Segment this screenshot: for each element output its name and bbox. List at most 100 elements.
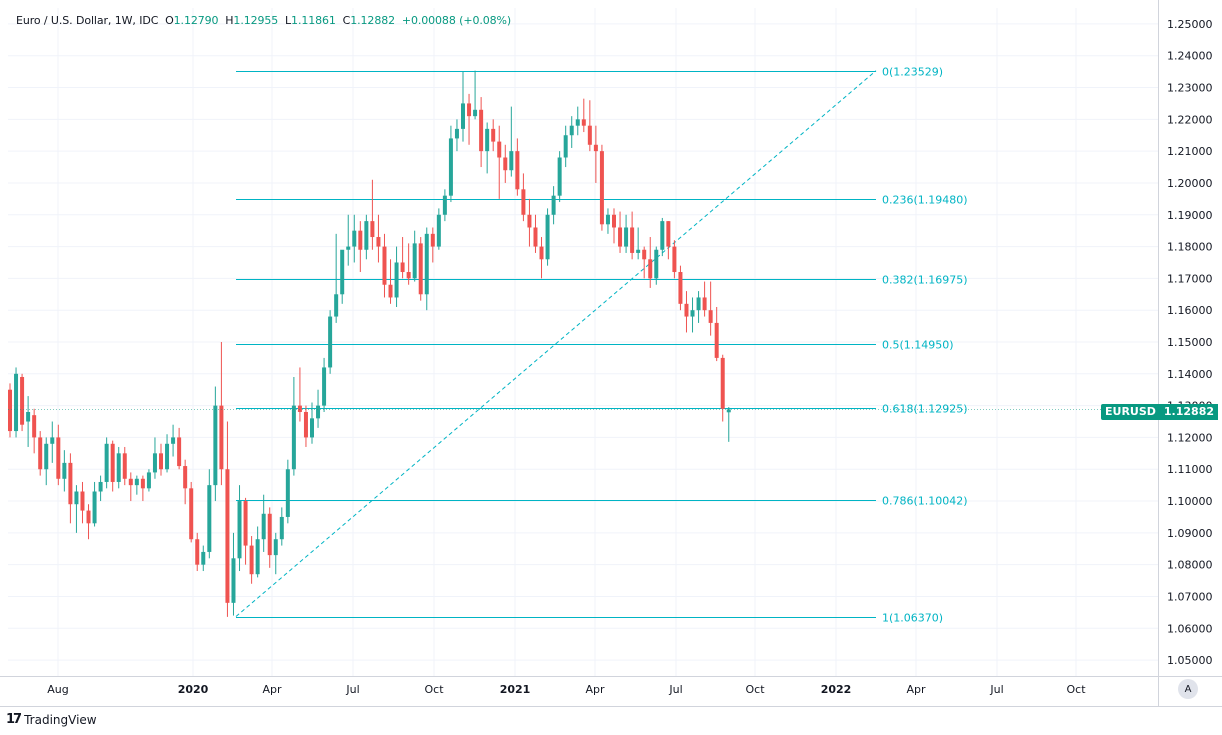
candle-body (237, 501, 242, 559)
y-tick-label: 1.06000 (1167, 622, 1213, 635)
candle-body (267, 513, 272, 556)
x-tick-label: Oct (424, 683, 444, 696)
candle (237, 485, 242, 572)
fib-level-label: 0.236(1.19480) (882, 194, 968, 207)
candle-body (140, 478, 145, 489)
candle (358, 221, 363, 273)
candle (328, 310, 333, 374)
candle-body (442, 195, 447, 215)
candle-body (545, 214, 550, 260)
candle-body (213, 405, 218, 486)
candle (285, 459, 290, 524)
tradingview-brand[interactable]: 17 TradingView (6, 712, 97, 727)
candle-body (171, 437, 176, 444)
candle (207, 469, 212, 559)
axes: 1.05000 1.06000 1.07000 1.08000 1.09000 1.100… (0, 0, 1222, 707)
candle (630, 211, 635, 260)
candle (624, 214, 629, 253)
x-tick-label: Oct (1066, 683, 1086, 696)
candle-body (370, 221, 375, 238)
candle-body (624, 227, 629, 247)
fibonacci-retracement[interactable]: 0(1.23529) 0.236(1.19480) 0.382(1.16975) 0.… (235, 66, 968, 625)
candle-body (557, 157, 562, 196)
candle-body (98, 481, 103, 492)
candle-body (630, 227, 635, 253)
candle-body (297, 405, 302, 412)
candle (690, 297, 695, 333)
candle-body (279, 516, 284, 540)
candle-body (533, 227, 538, 247)
candle (261, 494, 266, 552)
candle-body (146, 472, 151, 489)
candle-body (26, 411, 31, 422)
candle (479, 97, 484, 168)
candle (587, 100, 592, 152)
fib-level-label: 0.618(1.12925) (882, 403, 968, 416)
candle (605, 208, 610, 234)
candle (56, 424, 61, 486)
y-tick-label: 1.12000 (1167, 431, 1213, 444)
y-tick-label: 1.18000 (1167, 241, 1213, 254)
candle (255, 526, 260, 578)
candles (8, 70, 1158, 617)
x-tick-label: 2020 (178, 683, 209, 696)
candle (352, 214, 357, 263)
candle (177, 427, 182, 470)
candle (467, 93, 472, 145)
y-tick-label: 1.25000 (1167, 18, 1213, 31)
candle-body (436, 214, 441, 247)
candle (527, 198, 532, 247)
candle-body (231, 558, 236, 603)
candle-body (454, 128, 459, 139)
candle-body (599, 151, 604, 225)
candle (666, 221, 671, 260)
x-tick-label: Oct (745, 683, 765, 696)
x-tick-label: Apr (585, 683, 605, 696)
candle-body (328, 316, 333, 368)
candle (44, 437, 49, 486)
candle-body (92, 491, 97, 524)
auto-scale-button[interactable]: A (1178, 679, 1198, 699)
candle (660, 217, 665, 257)
candle-body (521, 189, 526, 215)
candle-body (424, 233, 429, 295)
candle (648, 237, 653, 288)
x-tick-label: Aug (47, 683, 68, 696)
candle-body (605, 214, 610, 225)
y-tick-label: 1.16000 (1167, 304, 1213, 317)
candle-body (364, 221, 369, 250)
candle-body (177, 437, 182, 467)
y-tick-label: 1.20000 (1167, 177, 1213, 190)
candle (618, 211, 623, 253)
candle (448, 125, 453, 203)
candle (575, 106, 580, 136)
candle-body (660, 221, 665, 250)
candle (8, 383, 12, 438)
candle (80, 481, 85, 524)
y-tick-label: 1.08000 (1167, 559, 1213, 572)
candle (708, 281, 713, 336)
candle-body (593, 144, 598, 152)
candle-body (334, 294, 339, 317)
candle-body (539, 246, 544, 260)
x-tick-label: Jul (668, 683, 682, 696)
candle-body (509, 151, 514, 171)
y-tick-label: 1.24000 (1167, 50, 1213, 63)
candle-body (195, 539, 200, 565)
candle-body (696, 297, 701, 311)
candle (406, 243, 411, 285)
candle (159, 443, 163, 476)
candle (219, 342, 224, 486)
candle (68, 453, 73, 524)
candle (98, 475, 103, 502)
candle-body (581, 119, 586, 126)
candle (454, 119, 459, 152)
candle-body (678, 272, 683, 304)
candle-body (74, 491, 79, 505)
fib-trend-line[interactable] (235, 70, 877, 617)
x-tick-label: 2021 (500, 683, 531, 696)
candle-body (20, 376, 25, 425)
candle (122, 446, 127, 486)
